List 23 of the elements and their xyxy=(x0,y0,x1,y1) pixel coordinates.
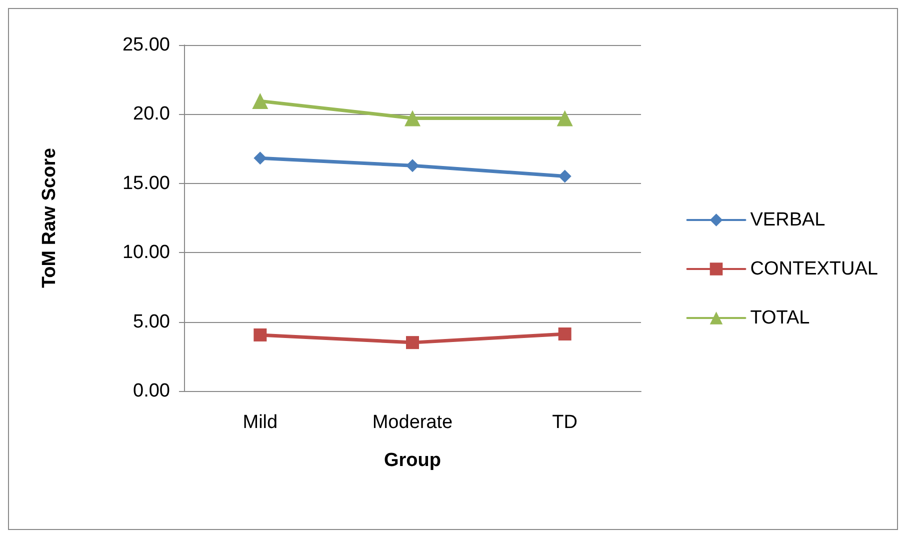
point xyxy=(254,328,267,342)
x-tick-label: Moderate xyxy=(372,412,453,433)
point xyxy=(558,170,572,183)
point xyxy=(556,110,573,126)
y-tick-label: 25.00 xyxy=(122,34,170,56)
y-tick-label: 0.00 xyxy=(133,380,170,402)
y-tick-label: 15.00 xyxy=(122,172,170,194)
legend-label: VERBAL xyxy=(750,210,826,230)
point xyxy=(406,159,419,172)
point xyxy=(254,152,267,165)
y-tick-label: 20.0 xyxy=(133,104,170,125)
legend-label: CONTEXTUAL xyxy=(750,258,878,280)
y-axis-title: ToM Raw Score xyxy=(39,148,60,288)
point xyxy=(252,93,268,110)
x-tick-label: Mild xyxy=(242,412,278,433)
point xyxy=(558,327,572,340)
point xyxy=(406,336,419,350)
x-axis-title: Group xyxy=(384,450,441,471)
x-tick-label: TD xyxy=(552,412,578,433)
legend-label: TOTAL xyxy=(750,308,810,328)
y-tick-label: 5.00 xyxy=(133,311,170,332)
y-tick-label: 10.00 xyxy=(122,242,170,264)
point xyxy=(404,110,420,126)
